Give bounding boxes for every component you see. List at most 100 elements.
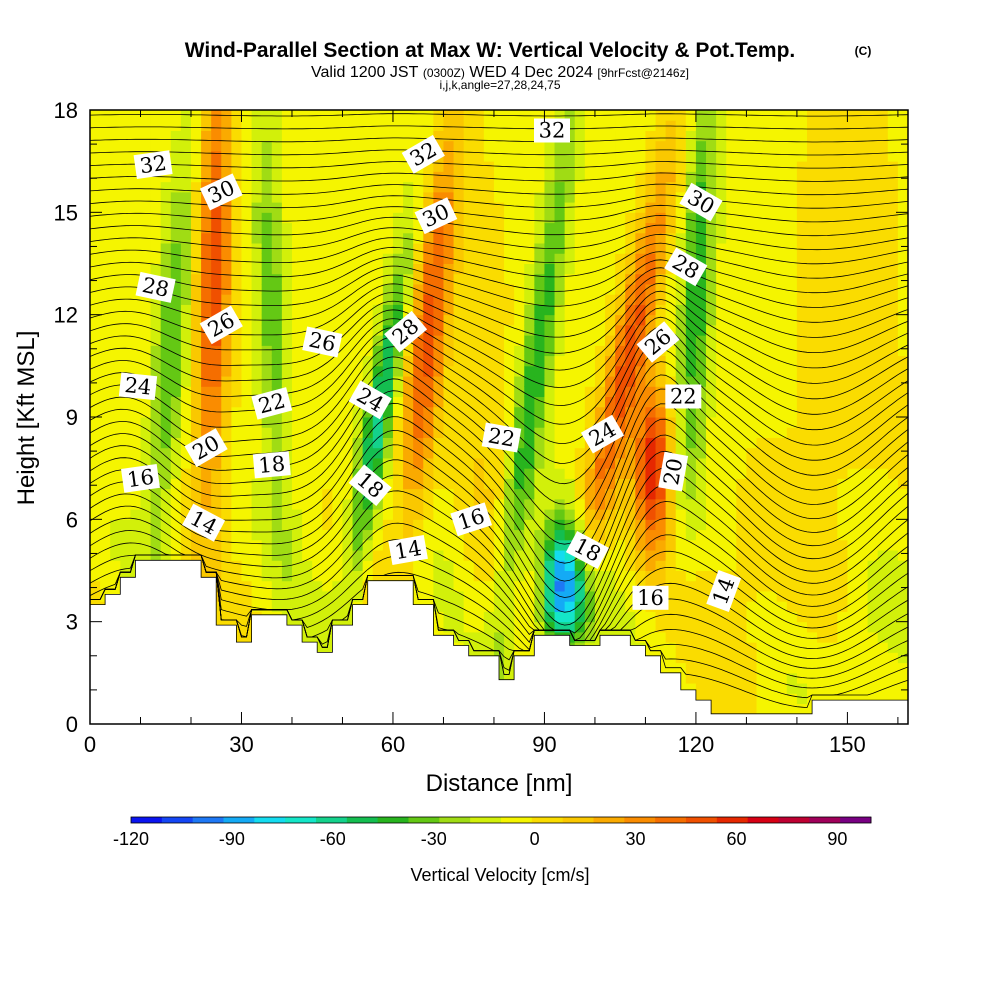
field-cell <box>463 222 475 234</box>
field-cell <box>493 202 505 213</box>
field-cell <box>796 509 808 520</box>
field-cell <box>574 150 586 162</box>
field-cell <box>897 110 908 121</box>
field-cell <box>574 140 586 152</box>
field-cell <box>463 355 475 367</box>
field-cell <box>170 253 182 264</box>
field-cell <box>524 590 535 602</box>
field-cell <box>514 590 525 602</box>
field-cell <box>786 468 798 479</box>
field-cell <box>837 662 848 674</box>
field-cell <box>190 294 202 305</box>
field-cell <box>332 202 343 213</box>
field-cell <box>857 652 869 664</box>
field-cell <box>453 447 465 459</box>
contour-label: 26 <box>302 326 343 358</box>
field-cell <box>281 406 293 418</box>
field-cell <box>281 519 293 531</box>
field-cell <box>403 529 414 541</box>
field-cell <box>766 314 778 326</box>
field-cell <box>635 120 646 131</box>
field-cell <box>110 447 121 459</box>
field-cell <box>251 488 263 500</box>
field-cell <box>473 171 485 183</box>
field-cell <box>483 478 495 490</box>
field-cell <box>322 232 333 244</box>
field-cell <box>493 120 505 131</box>
field-cell <box>685 642 697 653</box>
field-cell <box>493 130 505 142</box>
field-cell <box>110 498 121 510</box>
field-cell <box>322 417 333 428</box>
field-cell <box>807 529 818 541</box>
field-cell <box>867 652 879 664</box>
field-cell <box>261 365 273 377</box>
field-cell <box>625 212 636 224</box>
field-cell <box>736 509 747 520</box>
field-cell <box>564 447 576 459</box>
field-cell <box>766 161 778 172</box>
field-cell <box>685 652 697 664</box>
field-cell <box>887 611 899 623</box>
field-cell <box>756 590 768 602</box>
field-cell <box>867 478 879 490</box>
field-cell <box>514 396 525 408</box>
field-cell <box>706 468 717 479</box>
field-cell <box>473 570 485 582</box>
field-cell <box>362 273 374 285</box>
field-cell <box>645 478 657 490</box>
field-cell <box>645 294 657 305</box>
field-cell <box>110 365 121 377</box>
field-cell <box>322 253 333 264</box>
field-cell <box>362 427 374 438</box>
field-cell <box>261 253 273 264</box>
field-cell <box>827 468 838 479</box>
field-cell <box>827 457 838 469</box>
field-cell <box>534 529 545 541</box>
field-cell <box>170 457 182 469</box>
field-cell <box>847 693 859 705</box>
field-cell <box>493 560 505 571</box>
field-cell <box>130 304 141 316</box>
field-cell <box>473 396 485 408</box>
field-cell <box>635 550 646 561</box>
field-cell <box>312 314 323 326</box>
field-cell <box>786 355 798 367</box>
field-cell <box>271 120 283 131</box>
field-cell <box>675 304 687 316</box>
field-cell <box>443 273 455 285</box>
field-cell <box>887 273 899 285</box>
field-cell <box>716 672 727 684</box>
field-cell <box>817 417 828 428</box>
field-cell <box>231 498 242 510</box>
field-cell <box>392 171 404 183</box>
field-cell <box>403 478 414 490</box>
field-cell <box>241 263 253 275</box>
field-cell <box>524 130 535 142</box>
field-cell <box>302 406 313 418</box>
field-cell <box>534 509 545 520</box>
field-cell <box>877 488 889 500</box>
title-mark: (C) <box>855 44 872 58</box>
field-cell <box>302 427 313 438</box>
contour-label: 28 <box>135 271 176 303</box>
field-cell <box>281 550 293 561</box>
field-cell <box>463 314 475 326</box>
field-cell <box>120 202 131 213</box>
field-cell <box>120 212 131 224</box>
field-cell <box>695 519 707 531</box>
field-cell <box>807 550 818 561</box>
field-cell <box>685 304 697 316</box>
field-cell <box>574 468 586 479</box>
field-cell <box>302 447 313 459</box>
field-cell <box>211 365 222 377</box>
field-cell <box>302 509 313 520</box>
field-cell <box>675 488 687 500</box>
field-cell <box>524 468 535 479</box>
field-cell <box>887 161 899 172</box>
field-cell <box>231 590 242 602</box>
field-cell <box>605 181 616 193</box>
field-cell <box>615 294 626 305</box>
field-cell <box>766 457 778 469</box>
field-cell <box>605 283 616 295</box>
